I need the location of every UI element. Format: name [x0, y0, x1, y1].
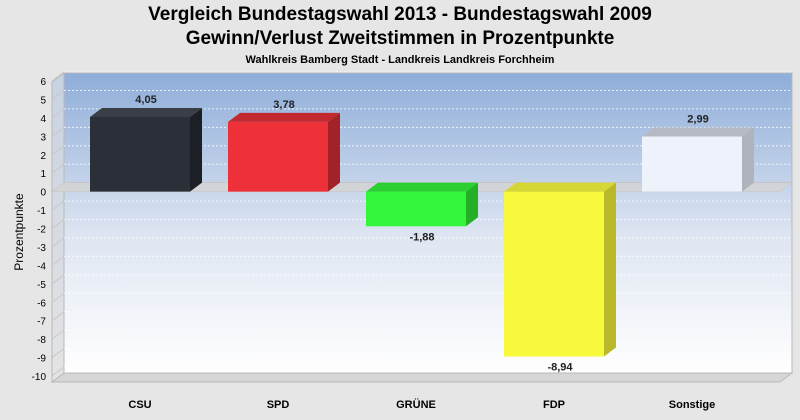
bar-top — [366, 182, 478, 192]
bar-side — [742, 127, 754, 192]
gridline-wall — [51, 163, 65, 174]
bar-top — [504, 182, 616, 192]
x-tick-label: FDP — [543, 399, 565, 411]
x-tick-label: Sonstige — [669, 399, 715, 411]
bar-side — [466, 182, 478, 227]
y-tick-label: 5 — [40, 95, 46, 106]
y-tick-label: 2 — [40, 151, 46, 162]
y-tick-label: 0 — [40, 188, 46, 199]
gridline-wall — [51, 90, 65, 100]
gridline-wall — [51, 329, 65, 340]
value-label: -8,94 — [547, 361, 573, 373]
bar-side — [328, 112, 340, 192]
gridline-wall — [51, 71, 65, 82]
y-tick-label: 1 — [40, 169, 46, 180]
y-tick-label: -4 — [37, 261, 46, 272]
chart-title-line2: Gewinn/Verlust Zweitstimmen in Prozentpu… — [185, 28, 615, 49]
x-tick-label: SPD — [267, 399, 290, 411]
value-label: 2,99 — [687, 113, 708, 125]
chart-title: Vergleich Bundestagswahl 2013 - Bundesta… — [148, 4, 652, 25]
x-tick-label: GRÜNE — [396, 398, 436, 411]
value-label: 3,78 — [273, 99, 294, 111]
bar-top — [642, 127, 754, 137]
gridline-wall — [51, 274, 65, 285]
y-tick-label: -9 — [37, 354, 46, 365]
value-label: 4,05 — [135, 94, 156, 106]
y-tick-label: -3 — [37, 243, 46, 254]
plot-floor — [50, 372, 794, 383]
value-label: -1,88 — [409, 231, 434, 243]
gridline-wall — [51, 292, 65, 303]
y-tick-label: 4 — [40, 114, 46, 125]
y-tick-label: -5 — [37, 280, 46, 291]
y-tick-label: -2 — [37, 225, 46, 236]
gridline-wall — [51, 311, 65, 322]
gridline-wall — [51, 108, 65, 119]
chart-subtitle: Wahlkreis Bamberg Stadt - Landkreis Land… — [245, 54, 555, 66]
gridline-wall — [51, 255, 65, 266]
gridline-wall — [51, 126, 65, 137]
y-tick-label: 3 — [40, 132, 46, 143]
y-tick-label: -1 — [37, 206, 46, 217]
gridline-wall — [51, 219, 65, 229]
y-tick-label: -10 — [32, 372, 47, 383]
gridline-wall — [51, 348, 65, 358]
y-tick-label: -6 — [37, 298, 46, 309]
gridline-wall — [51, 145, 65, 156]
bar-spd — [228, 121, 328, 192]
bar-top — [90, 107, 202, 117]
bar-sonstige — [642, 136, 742, 192]
bar-csu — [90, 116, 190, 192]
bar-grüne — [366, 191, 466, 227]
bar-fdp — [504, 191, 604, 357]
gridline-wall — [51, 366, 65, 377]
y-tick-label: -7 — [37, 317, 46, 328]
x-tick-label: CSU — [128, 399, 151, 411]
bar-top — [228, 112, 340, 122]
bar-side — [190, 107, 202, 192]
gridline-wall — [51, 237, 65, 248]
y-tick-label: -8 — [37, 335, 46, 346]
gridline-wall — [51, 200, 65, 211]
y-tick-label: 6 — [40, 77, 46, 88]
bar-side — [604, 182, 616, 357]
